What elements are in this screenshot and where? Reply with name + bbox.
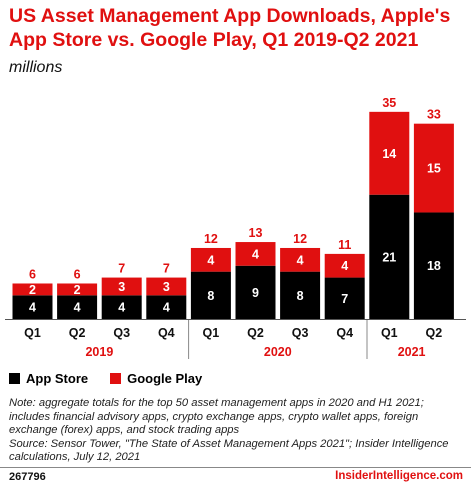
bar-google-play bbox=[146, 277, 187, 296]
bar-google-play bbox=[101, 277, 142, 296]
data-label-google-play: 4 bbox=[252, 247, 259, 261]
data-label-total: 11 bbox=[338, 238, 351, 252]
chart-id: 267796 bbox=[9, 471, 46, 483]
year-label: 2020 bbox=[264, 345, 292, 359]
data-label-app-store: 4 bbox=[74, 301, 81, 315]
source-text: Source: Sensor Tower, "The State of Asse… bbox=[9, 437, 449, 464]
bar-google-play bbox=[57, 283, 98, 296]
legend-swatch-google-play bbox=[110, 373, 122, 384]
bar-app-store bbox=[190, 271, 231, 319]
data-label-total: 12 bbox=[204, 232, 218, 246]
data-label-google-play: 3 bbox=[118, 280, 125, 294]
data-label-total: 7 bbox=[118, 262, 125, 276]
bar-app-store bbox=[101, 295, 142, 319]
note-text: Note: aggregate totals for the top 50 as… bbox=[9, 397, 424, 437]
x-tick-label: Q3 bbox=[113, 326, 130, 340]
data-label-total: 35 bbox=[382, 96, 396, 110]
bar-google-play bbox=[413, 123, 454, 213]
data-label-total: 6 bbox=[74, 267, 81, 281]
data-label-app-store: 4 bbox=[29, 301, 36, 315]
legend-item-app-store: App Store bbox=[9, 371, 88, 386]
x-tick-label: Q2 bbox=[69, 326, 86, 340]
data-label-google-play: 3 bbox=[163, 280, 170, 294]
data-label-app-store: 21 bbox=[382, 250, 396, 264]
bar-app-store bbox=[235, 265, 276, 319]
chart-title: US Asset Management App Downloads, Apple… bbox=[9, 5, 451, 51]
bar-google-play bbox=[369, 111, 410, 195]
bar-app-store bbox=[369, 194, 410, 319]
data-label-app-store: 4 bbox=[118, 301, 125, 315]
year-label: 2019 bbox=[85, 345, 113, 359]
bar-app-store bbox=[146, 295, 187, 319]
x-tick-label: Q4 bbox=[336, 326, 353, 340]
x-tick-label: Q4 bbox=[158, 326, 175, 340]
bar-app-store bbox=[324, 277, 365, 319]
chart-legend: App Store Google Play bbox=[9, 371, 224, 386]
data-label-app-store: 8 bbox=[207, 289, 214, 303]
data-label-total: 13 bbox=[249, 226, 263, 240]
x-tick-label: Q3 bbox=[292, 326, 309, 340]
bar-google-play bbox=[280, 247, 321, 272]
data-label-app-store: 18 bbox=[427, 259, 441, 273]
data-label-google-play: 4 bbox=[207, 253, 214, 267]
data-label-google-play: 14 bbox=[382, 147, 396, 161]
bar-app-store bbox=[57, 295, 98, 319]
chart-subtitle: millions bbox=[9, 59, 63, 76]
data-label-app-store: 4 bbox=[163, 301, 170, 315]
data-label-total: 33 bbox=[427, 108, 441, 122]
x-tick-label: Q1 bbox=[381, 326, 398, 340]
bar-google-play bbox=[235, 242, 276, 266]
bar-google-play bbox=[12, 283, 53, 296]
bar-app-store bbox=[280, 271, 321, 319]
data-label-google-play: 15 bbox=[427, 162, 441, 176]
x-tick-label: Q1 bbox=[24, 326, 41, 340]
data-label-google-play: 4 bbox=[297, 253, 304, 267]
x-tick-label: Q1 bbox=[203, 326, 220, 340]
x-tick-label: Q2 bbox=[426, 326, 443, 340]
legend-label-app-store: App Store bbox=[26, 371, 89, 386]
brand-link[interactable]: InsiderIntelligence.com bbox=[335, 470, 463, 482]
legend-item-google-play: Google Play bbox=[110, 371, 202, 386]
x-tick-label: Q2 bbox=[247, 326, 264, 340]
bar-google-play bbox=[190, 247, 231, 272]
bar-google-play bbox=[324, 253, 365, 278]
data-label-google-play: 2 bbox=[74, 283, 81, 297]
year-label: 2021 bbox=[398, 345, 426, 359]
data-label-total: 12 bbox=[293, 232, 307, 246]
data-label-total: 7 bbox=[163, 262, 170, 276]
data-label-app-store: 9 bbox=[252, 286, 259, 300]
data-label-total: 6 bbox=[29, 267, 36, 281]
chart-notes: Note: aggregate totals for the top 50 as… bbox=[9, 397, 465, 465]
bar-app-store bbox=[12, 295, 53, 319]
bar-app-store bbox=[413, 212, 454, 319]
data-label-google-play: 4 bbox=[341, 259, 348, 273]
footer-divider bbox=[0, 467, 471, 468]
data-label-google-play: 2 bbox=[29, 283, 36, 297]
data-label-app-store: 8 bbox=[297, 289, 304, 303]
stacked-bar-chart: 4 2 6 Q1 4 2 6 Q2 4 3 7 Q3 4 3 7 Q4 8 4 12 Q1 9 4 13 Q2 8 4 12 Q3 7 4… bbox=[5, 96, 466, 359]
legend-label-google-play: Google Play bbox=[127, 371, 203, 386]
legend-swatch-app-store bbox=[9, 373, 20, 384]
data-label-app-store: 7 bbox=[341, 292, 348, 306]
